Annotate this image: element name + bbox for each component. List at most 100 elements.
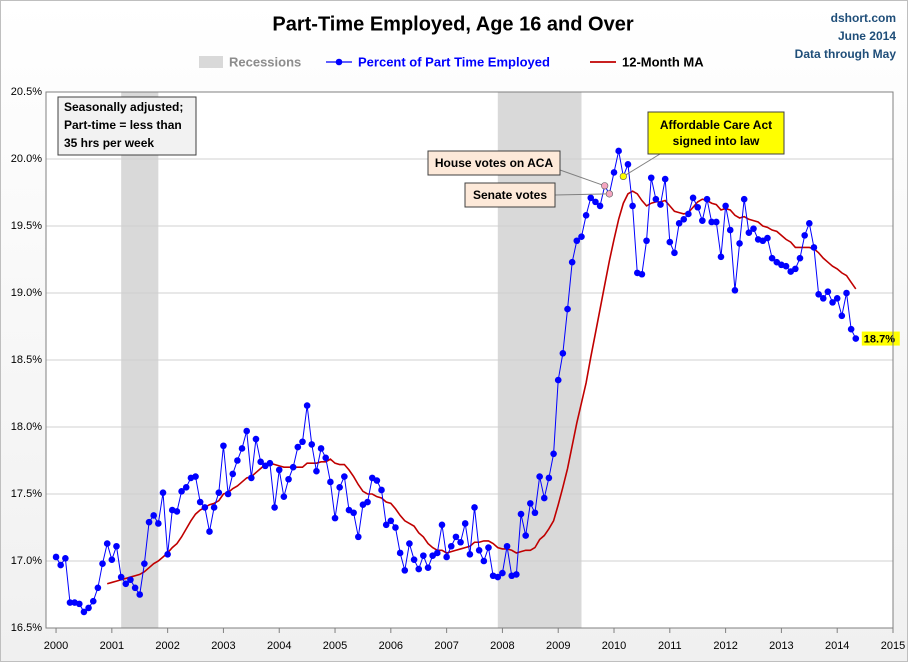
data-point [573,237,581,245]
data-point [615,147,622,155]
data-point [852,335,860,342]
data-point [568,258,576,266]
note-box [57,96,197,156]
data-point [285,475,292,483]
data-point [792,265,799,273]
data-point [847,325,855,333]
data-point [796,254,804,262]
x-tick-label: 2013 [769,640,793,652]
data-point [843,289,850,297]
data-point [387,517,395,525]
y-tick-label: 20.5% [11,86,42,98]
x-tick-label: 2001 [100,640,124,652]
chart-title: Part-Time Employed, Age 16 and Over [272,13,633,35]
data-point [466,551,474,558]
data-point [722,202,729,210]
value-label: 18.7% [864,333,895,345]
data-point [689,194,697,202]
data-point [666,238,674,246]
data-point [499,569,506,577]
y-tick-label: 19.5% [11,220,42,232]
data-point [540,494,548,502]
data-point [313,467,320,475]
data-point [517,510,525,518]
legend-label: 12-Month MA [622,54,704,69]
data-point [234,457,241,464]
data-point [155,520,162,527]
data-point [141,560,148,567]
legend-label: Recessions [229,54,301,69]
data-point [833,295,841,302]
data-point [299,438,306,446]
data-point [717,253,725,261]
data-point [434,549,441,557]
y-tick-label: 20.0% [11,153,42,165]
data-point [712,218,720,226]
annotation-box [647,111,785,155]
x-tick-label: 2006 [379,640,403,652]
data-point [257,458,264,466]
data-point [354,533,362,541]
data-point [382,521,390,529]
data-point [564,305,571,313]
data-point [806,220,813,227]
data-point [559,350,567,357]
data-point [764,234,771,242]
data-point [159,489,167,496]
data-point [52,553,60,561]
data-point [522,532,529,539]
data-point [201,504,209,511]
data-point [150,512,157,519]
data-point [178,488,185,495]
data-point [461,520,469,527]
data-point [703,195,711,203]
x-tick-label: 2014 [825,640,849,652]
data-point [210,504,218,511]
annotation-box [464,182,556,208]
data-point [336,484,343,491]
y-tick-label: 19.0% [11,287,42,299]
data-point [224,490,232,498]
annotation-leader [623,153,661,177]
data-point [308,441,316,448]
y-tick-label: 17.5% [11,488,42,500]
data-point [145,518,153,526]
annotation-point [619,172,627,181]
x-tick-label: 2008 [490,640,514,652]
data-point [694,203,702,211]
data-point [801,232,808,239]
data-point [271,504,278,511]
data-point [294,443,302,451]
data-point [206,528,213,535]
data-point [657,201,664,208]
data-point [266,459,274,467]
data-point [280,493,288,500]
data-point [815,291,822,298]
data-point [401,567,409,574]
note-text: 35 hrs per week [64,136,154,150]
legend-label: Percent of Part Time Employed [358,54,550,69]
x-tick-label: 2007 [434,640,458,652]
data-point [596,202,604,210]
data-point [550,450,557,458]
data-point [592,198,599,206]
annotation-leader [554,193,610,196]
data-point [452,533,460,541]
data-point [447,542,455,550]
data-point [94,584,102,592]
x-tick-label: 2009 [546,640,570,652]
x-tick-label: 2010 [602,640,626,652]
data-point [322,454,330,462]
data-point [392,524,399,531]
data-point [624,161,632,168]
data-point [220,442,227,450]
data-point [726,226,734,234]
annotation-text: House votes on ACA [435,156,554,170]
data-point [196,498,204,506]
data-point [824,288,832,295]
data-point [750,225,757,232]
data-point [341,473,348,480]
data-point [62,555,69,562]
annotation-point [601,182,609,190]
data-point [643,237,650,245]
